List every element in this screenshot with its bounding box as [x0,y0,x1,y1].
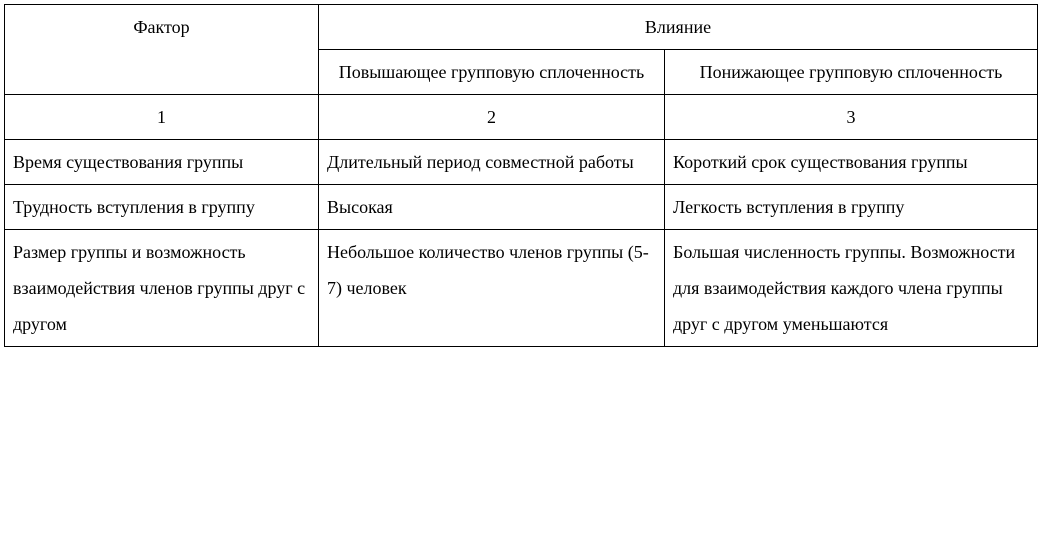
col-number-3: 3 [665,95,1038,140]
cell-factor: Время существования груп­пы [5,140,319,185]
col-number-2: 2 [319,95,665,140]
header-decrease: Понижающее групповую сплоченность [665,50,1038,95]
cell-increase: Небольшое количество чле­нов группы (5-7… [319,230,665,347]
header-row-1: Фактор Влияние [5,5,1038,50]
cohesion-factors-table: Фактор Влияние Повышающее групповую спло… [4,4,1038,347]
cell-factor: Трудность вступления в группу [5,185,319,230]
cell-decrease: Большая численность группы. Возможности … [665,230,1038,347]
cell-decrease: Легкость вступления в группу [665,185,1038,230]
cell-increase: Высокая [319,185,665,230]
cell-increase: Длительный период сов­местной работы [319,140,665,185]
numbers-row: 1 2 3 [5,95,1038,140]
table-row: Время существования груп­пы Длительный п… [5,140,1038,185]
header-influence: Влияние [319,5,1038,50]
cell-factor: Размер группы и возмож­ность взаимодейст… [5,230,319,347]
cell-decrease: Короткий срок существования группы [665,140,1038,185]
table-row: Размер группы и возмож­ность взаимодейст… [5,230,1038,347]
header-increase: Повышающее групповую сплоченность [319,50,665,95]
table-row: Трудность вступления в группу Высокая Ле… [5,185,1038,230]
header-factor: Фактор [5,5,319,95]
col-number-1: 1 [5,95,319,140]
